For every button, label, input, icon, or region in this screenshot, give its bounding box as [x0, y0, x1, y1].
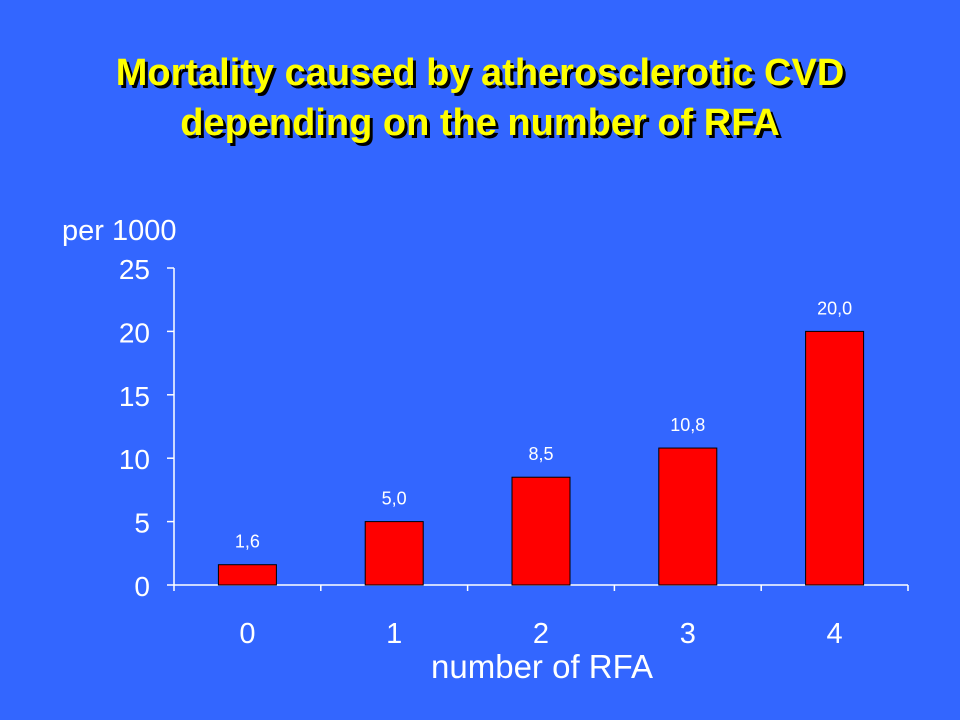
data-label-0: 1,6 [235, 532, 260, 552]
y-tick-label: 5 [134, 508, 150, 539]
y-tick-label: 15 [119, 381, 150, 412]
x-tick-label-2: 2 [533, 618, 549, 650]
y-tick-label: 10 [119, 444, 150, 475]
x-tick-label-3: 3 [680, 618, 696, 650]
bar-3 [658, 447, 718, 586]
bar-4 [805, 330, 865, 586]
data-label-4: 20,0 [817, 298, 852, 318]
y-tick-label: 20 [119, 317, 150, 348]
bar-0 [217, 564, 277, 586]
y-tick-label: 0 [134, 571, 150, 602]
x-tick-label-0: 0 [239, 618, 255, 650]
x-tick-label-1: 1 [386, 618, 402, 650]
data-label-2: 8,5 [528, 444, 553, 464]
y-axis-label: per 1000 [62, 215, 177, 247]
y-tick-label: 25 [119, 254, 150, 285]
chart-title-line-1: Mortality caused by atherosclerotic CVD [115, 52, 845, 94]
bar-1 [364, 521, 424, 586]
chart-title-line-2: depending on the number of RFA [180, 102, 780, 144]
x-axis-label: number of RFA [431, 648, 653, 685]
bar-2 [511, 476, 571, 586]
x-tick-label-4: 4 [827, 618, 843, 650]
plot-area: 0 5 10 15 20 25 1,6 0 5,0 1 8,5 2 10,8 3 20,0 4 [119, 254, 909, 650]
data-label-3: 10,8 [670, 415, 705, 435]
chart-title: Mortality caused by atherosclerotic CVD … [0, 48, 960, 148]
data-label-1: 5,0 [382, 489, 407, 509]
